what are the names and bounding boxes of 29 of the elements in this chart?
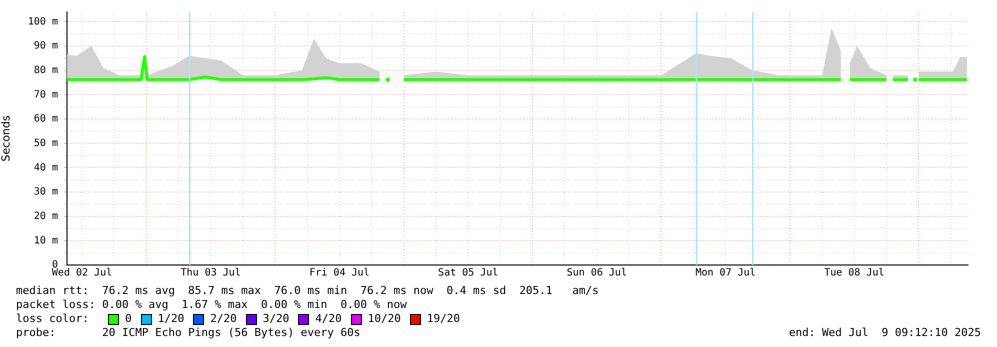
y-tick-label: 80 m bbox=[34, 64, 58, 76]
x-tick-label: Mon 07 Jul bbox=[695, 268, 756, 279]
y-axis-title: Seconds bbox=[0, 115, 12, 162]
y-tick-label: 60 m bbox=[34, 114, 58, 125]
text: probe: 20 ICMP Echo Pings (56 Bytes) every 60s bbox=[16, 326, 360, 340]
text: median rtt: 76.2 ms avg 85.7 ms max 76.0 ms min 76.2 ms now 0.4 ms sd 205.1 am/s bbox=[16, 284, 599, 298]
x-tick-label: Fri 04 Jul bbox=[309, 268, 370, 279]
text: end: Wed Jul 9 09:12:10 2025 bbox=[788, 326, 981, 340]
legend-label: 19/20 bbox=[426, 312, 460, 326]
y-tick-label: 50 m bbox=[34, 138, 58, 149]
x-tick-label: Sun 06 Jul bbox=[566, 268, 627, 279]
legend-title: loss color: bbox=[16, 312, 90, 326]
y-tick-label: 90 m bbox=[34, 40, 58, 52]
y-tick-label: 10 m bbox=[34, 235, 58, 246]
legend-label: 2/20 bbox=[209, 312, 237, 326]
y-tick-label: 30 m bbox=[34, 186, 58, 198]
x-tick-label: Sat 05 Jul bbox=[438, 268, 498, 279]
legend-label: 4/20 bbox=[314, 312, 342, 326]
y-tick-label: 100 m bbox=[28, 16, 58, 28]
legend-label: 3/20 bbox=[262, 312, 290, 326]
text: packet loss: 0.00 % avg 1.67 % max 0.00 % min 0.00 % now bbox=[16, 298, 407, 312]
y-tick-label: 40 m bbox=[34, 162, 58, 174]
legend-label: 10/20 bbox=[366, 312, 401, 326]
legend-label: 0 bbox=[124, 312, 132, 326]
y-tick-label: 20 m bbox=[34, 210, 58, 222]
x-tick-label: Tue 08 Jul bbox=[824, 268, 884, 279]
legend-label: 1/20 bbox=[156, 312, 184, 326]
y-tick-label: 70 m bbox=[34, 89, 58, 100]
x-tick-label: Thu 03 Jul bbox=[180, 268, 241, 279]
